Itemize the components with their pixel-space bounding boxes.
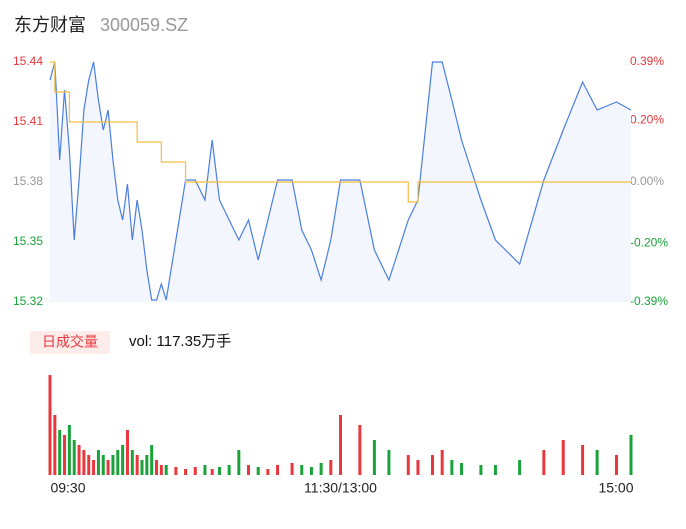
volume-bar [387, 450, 391, 475]
volume-bar [479, 465, 483, 475]
x-tick-label: 09:30 [50, 480, 85, 496]
volume-bar [48, 375, 52, 475]
average-line [50, 61, 631, 203]
volume-bar [276, 465, 280, 475]
stock-name: 东方财富 [14, 15, 86, 35]
x-tick-label: 15:00 [598, 480, 633, 496]
volume-button-bg[interactable] [30, 331, 110, 354]
volume-bar [130, 450, 134, 475]
volume-bar [203, 465, 207, 475]
y2-tick-label: 0.39% [630, 54, 664, 68]
volume-bar [266, 469, 270, 475]
volume-bar [53, 415, 57, 475]
volume-bar [184, 469, 188, 475]
volume-bar [164, 465, 168, 475]
volume-bar [125, 430, 129, 475]
volume-bar [159, 465, 163, 475]
volume-bar [440, 450, 444, 475]
volume-bar [518, 460, 522, 475]
volume-bar [247, 465, 251, 475]
volume-bar [135, 455, 139, 475]
volume-bar [430, 455, 434, 475]
volume-bar [193, 467, 197, 475]
stock-code: 300059.SZ [100, 15, 188, 35]
volume-bar [290, 463, 294, 475]
volume-bar [72, 440, 76, 475]
volume-bar [595, 450, 599, 475]
volume-bar [58, 430, 62, 475]
volume-bar [111, 455, 115, 475]
volume-summary: vol: 117.35万手 [129, 333, 231, 350]
volume-bar [237, 450, 241, 475]
volume-bar [450, 460, 454, 475]
volume-bar [406, 455, 410, 475]
volume-bar [145, 455, 149, 475]
volume-button[interactable]: 日成交量 [42, 334, 98, 350]
y2-tick-label: 0.20% [630, 113, 664, 127]
volume-bar [77, 445, 81, 475]
volume-bar [614, 455, 618, 475]
volume-bar [256, 467, 260, 475]
y-tick-label: 15.35 [13, 234, 43, 248]
y-tick-label: 15.38 [13, 174, 43, 188]
y-tick-label: 15.44 [13, 54, 43, 68]
volume-bar [372, 440, 376, 475]
volume-bar [300, 465, 304, 475]
volume-bar [542, 450, 546, 475]
volume-bar [416, 460, 420, 475]
volume-bar [358, 425, 362, 475]
volume-bar [92, 460, 96, 475]
price-line [49, 61, 632, 301]
volume-bar [150, 445, 154, 475]
volume-bar [339, 415, 342, 475]
volume-bar [63, 435, 67, 475]
volume-bar [309, 467, 313, 475]
volume-bar [629, 435, 633, 475]
volume-bar [87, 455, 91, 475]
volume-bar [227, 465, 231, 475]
volume-bar [217, 467, 221, 475]
volume-bar [174, 467, 178, 475]
y2-tick-label: -0.20% [630, 236, 668, 250]
volume-bar [319, 463, 323, 475]
volume-bar [116, 450, 120, 475]
volume-bar [82, 450, 86, 475]
volume-bar [96, 450, 100, 475]
volume-bar [140, 460, 144, 475]
volume-bar [67, 425, 71, 475]
y-tick-label: 15.41 [13, 114, 43, 128]
volume-bar [561, 440, 565, 475]
y-tick-label: 15.32 [13, 294, 43, 308]
volume-bar [155, 460, 159, 475]
y2-tick-label: -0.39% [630, 294, 668, 308]
volume-bar [101, 455, 105, 475]
volume-bar [210, 469, 214, 475]
volume-bar [493, 465, 497, 475]
volume-bar [106, 460, 110, 475]
volume-bar [121, 445, 125, 475]
volume-bar [581, 445, 585, 475]
volume-bar [460, 463, 464, 475]
volume-bar [329, 460, 333, 475]
y2-tick-label: 0.00% [630, 174, 664, 188]
x-tick-label: 11:30/13:00 [304, 480, 377, 496]
